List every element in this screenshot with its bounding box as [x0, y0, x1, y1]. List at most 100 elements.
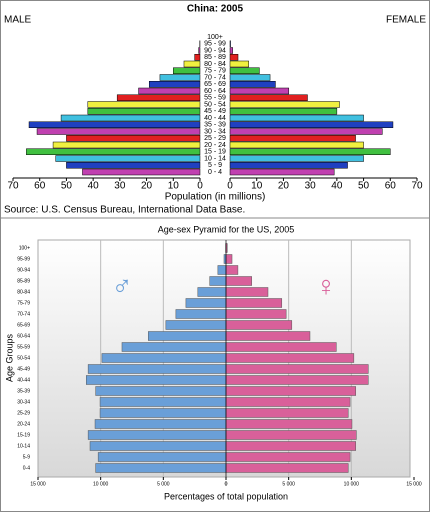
male-bar [87, 430, 227, 440]
x-tick-label: 15 000 [406, 481, 422, 487]
age-label: 35-39 [17, 388, 30, 394]
x-tick-label: 50 [61, 181, 73, 192]
age-label: 0 - 4 [208, 169, 222, 176]
female-bar [229, 74, 271, 81]
x-tick-label: 0 [197, 181, 203, 192]
female-bar [225, 430, 357, 440]
age-label: 15 - 19 [204, 149, 226, 156]
female-bar [229, 67, 260, 74]
age-label: 65 - 69 [204, 81, 226, 88]
male-bar [26, 148, 201, 155]
female-bar [225, 419, 353, 429]
x-tick-label: 10 000 [93, 481, 109, 487]
female-bar [225, 408, 349, 418]
female-bar [225, 265, 239, 275]
age-label: 40 - 44 [204, 115, 226, 122]
male-bar [121, 342, 227, 352]
age-label: 55-59 [17, 344, 30, 350]
age-label: 85 - 89 [204, 54, 226, 61]
x-tick-label: 0 [227, 181, 233, 192]
age-label: 50 - 54 [204, 101, 226, 108]
female-bar [225, 287, 269, 297]
age-label: 45-49 [17, 366, 30, 372]
age-label: 95-99 [17, 256, 30, 262]
age-label: 25-29 [17, 410, 30, 416]
male-bar [86, 375, 227, 385]
female-bar [225, 331, 311, 341]
male-bar [55, 155, 201, 162]
legend-female: FEMALE [386, 15, 426, 26]
male-bar [36, 128, 201, 135]
x-tick-label: 40 [88, 181, 100, 192]
age-label: 50-54 [17, 355, 30, 361]
age-label: 70 - 74 [204, 74, 226, 81]
male-bar [95, 463, 227, 473]
female-bar [229, 94, 308, 101]
male-bar [82, 168, 201, 176]
female-bar [225, 276, 252, 286]
x-axis-label: Percentages of total population [164, 491, 288, 501]
male-bar [175, 309, 227, 319]
male-bar [148, 331, 227, 341]
male-bar [95, 386, 227, 396]
male-bar [52, 141, 201, 149]
age-label: 75-79 [17, 300, 30, 306]
age-label: 20 - 24 [204, 142, 226, 149]
male-bar [60, 114, 201, 122]
female-bar [225, 320, 293, 330]
male-bar [101, 353, 227, 363]
age-label: 45 - 49 [204, 108, 226, 115]
x-tick-label: 10 000 [344, 481, 360, 487]
male-symbol: ♂ [112, 270, 133, 301]
male-bar [209, 276, 227, 286]
x-tick-label: 0 [225, 481, 228, 487]
age-label: 30-34 [17, 399, 30, 405]
x-tick-label: 15 000 [30, 481, 46, 487]
female-bar [225, 342, 337, 352]
x-tick-label: 5 000 [157, 481, 170, 487]
x-tick-label: 50 [358, 181, 370, 192]
female-bar [229, 135, 356, 142]
age-label: 90 - 94 [204, 47, 226, 54]
female-bar [225, 375, 369, 385]
female-bar [229, 141, 364, 149]
male-bar [66, 162, 201, 169]
male-bar [198, 47, 201, 54]
legend-male: MALE [4, 15, 32, 26]
male-bar [159, 74, 201, 81]
male-bar [28, 121, 201, 128]
female-bar [229, 47, 233, 54]
male-bar [183, 60, 201, 68]
female-bar [229, 121, 394, 128]
chart-title: China: 2005 [187, 4, 244, 15]
age-label: 60-64 [17, 333, 30, 339]
male-bar [87, 364, 227, 374]
female-bar [225, 386, 356, 396]
female-symbol: ♀ [316, 270, 337, 301]
age-label: 75 - 79 [204, 68, 226, 75]
female-bar [225, 309, 287, 319]
female-bar [229, 40, 231, 47]
x-axis-label: Population (in millions) [165, 192, 266, 203]
x-tick-label: 20 [141, 181, 153, 192]
age-label: 80-84 [17, 289, 30, 295]
male-bar [89, 441, 227, 451]
x-tick-label: 60 [385, 181, 397, 192]
male-bar [185, 298, 227, 308]
male-bar [87, 108, 201, 115]
female-bar [229, 81, 276, 88]
y-axis-label: Age Groups [4, 333, 14, 382]
male-bar [116, 94, 201, 101]
x-tick-label: 70 [7, 181, 19, 192]
age-label: 20-24 [17, 421, 30, 427]
female-bar [229, 162, 348, 169]
source: Source: U.S. Census Bureau, Internationa… [4, 205, 245, 216]
chart-title: Age-sex Pyramid for the US, 2005 [158, 224, 295, 234]
age-label: 100+ [19, 245, 30, 251]
age-label: 5-9 [23, 454, 30, 460]
age-label: 95 - 99 [204, 41, 226, 48]
x-tick-label: 10 [168, 181, 180, 192]
male-bar [173, 67, 201, 74]
x-tick-label: 0 [225, 481, 228, 487]
female-bar [225, 397, 351, 407]
